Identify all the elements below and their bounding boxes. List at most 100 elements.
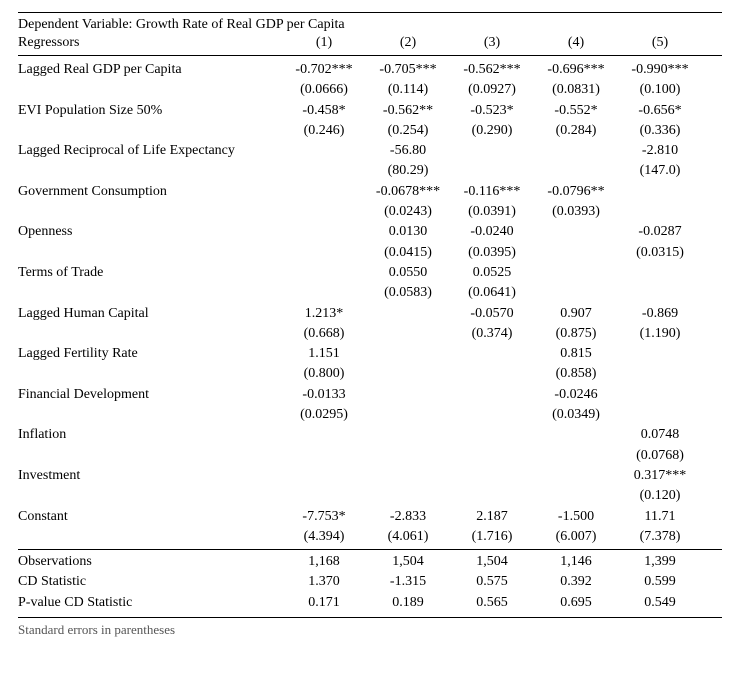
table-row-se: (0.120) — [18, 486, 722, 506]
cell: 0.549 — [618, 593, 702, 613]
cell: (80.29) — [366, 161, 450, 181]
cell — [282, 243, 366, 263]
table-row: Inflation0.0748 — [18, 425, 722, 445]
header-col-3: (3) — [450, 35, 534, 51]
cell: -0.0678*** — [366, 182, 450, 202]
cell — [618, 344, 702, 364]
cell — [618, 385, 702, 405]
cell: -0.702*** — [282, 60, 366, 80]
cell: 0.0550 — [366, 263, 450, 283]
cell — [534, 466, 618, 486]
cell: -1.500 — [534, 507, 618, 527]
row-label — [18, 405, 282, 425]
cell: (0.0641) — [450, 283, 534, 303]
cell — [366, 324, 450, 344]
cell: (0.0768) — [618, 446, 702, 466]
cell — [366, 304, 450, 324]
cell: 2.187 — [450, 507, 534, 527]
cell: (0.0395) — [450, 243, 534, 263]
header-col-5: (5) — [618, 35, 702, 51]
cell — [366, 486, 450, 506]
cell: (147.0) — [618, 161, 702, 181]
cell: 0.695 — [534, 593, 618, 613]
cell: -0.562*** — [450, 60, 534, 80]
row-label — [18, 161, 282, 181]
cell: -0.562** — [366, 101, 450, 121]
table-row: Lagged Real GDP per Capita-0.702***-0.70… — [18, 60, 722, 80]
cell: 1.370 — [282, 572, 366, 592]
cell: (1.716) — [450, 527, 534, 547]
cell: (0.0415) — [366, 243, 450, 263]
cell — [534, 161, 618, 181]
table-row: Lagged Reciprocal of Life Expectancy-56.… — [18, 141, 722, 161]
cell: -0.552* — [534, 101, 618, 121]
cell — [618, 364, 702, 384]
cell — [450, 486, 534, 506]
table-row: Openness0.0130-0.0240-0.0287 — [18, 222, 722, 242]
cell: (0.246) — [282, 121, 366, 141]
cell: 0.575 — [450, 572, 534, 592]
table-row: Financial Development-0.0133-0.0246 — [18, 385, 722, 405]
cell — [618, 182, 702, 202]
cell — [282, 446, 366, 466]
table-footer: Observations1,1681,5041,5041,1461,399CD … — [18, 552, 722, 618]
cell — [618, 202, 702, 222]
cell — [366, 385, 450, 405]
row-label — [18, 486, 282, 506]
cell: (0.0243) — [366, 202, 450, 222]
cell: (7.378) — [618, 527, 702, 547]
table-row-se: (0.246)(0.254)(0.290)(0.284)(0.336) — [18, 121, 722, 141]
cell — [534, 425, 618, 445]
cell — [282, 161, 366, 181]
row-label — [18, 243, 282, 263]
table-row: CD Statistic1.370-1.3150.5750.3920.599 — [18, 572, 722, 592]
cell: -7.753* — [282, 507, 366, 527]
cell: 0.599 — [618, 572, 702, 592]
cell — [450, 161, 534, 181]
cell: 0.0130 — [366, 222, 450, 242]
cell: (0.254) — [366, 121, 450, 141]
cell: (0.114) — [366, 80, 450, 100]
cell: (0.0295) — [282, 405, 366, 425]
row-label — [18, 446, 282, 466]
table-row-se: (80.29) (147.0) — [18, 161, 722, 181]
cell — [282, 283, 366, 303]
row-label: Investment — [18, 466, 282, 486]
table-row: Lagged Human Capital1.213*-0.05700.907-0… — [18, 304, 722, 324]
cell: 1,504 — [450, 552, 534, 572]
cell — [450, 141, 534, 161]
cell: -0.0570 — [450, 304, 534, 324]
cell — [450, 446, 534, 466]
cell: -0.869 — [618, 304, 702, 324]
cell: (0.0831) — [534, 80, 618, 100]
table-row-se: (4.394)(4.061)(1.716)(6.007)(7.378) — [18, 527, 722, 547]
row-label — [18, 80, 282, 100]
cell — [534, 446, 618, 466]
cell: 0.0748 — [618, 425, 702, 445]
cell: 1,504 — [366, 552, 450, 572]
cell: 1,146 — [534, 552, 618, 572]
cell — [366, 405, 450, 425]
table-row-se: (0.800)(0.858) — [18, 364, 722, 384]
table-row-se: (0.0295)(0.0349) — [18, 405, 722, 425]
cell: (1.190) — [618, 324, 702, 344]
row-label — [18, 324, 282, 344]
header-col-2: (2) — [366, 35, 450, 51]
row-label — [18, 202, 282, 222]
cell: 0.392 — [534, 572, 618, 592]
cell — [450, 466, 534, 486]
cell — [534, 141, 618, 161]
cell: -0.458* — [282, 101, 366, 121]
cell — [534, 486, 618, 506]
table-header-row: Regressors (1) (2) (3) (4) (5) — [18, 35, 722, 56]
cell: -2.810 — [618, 141, 702, 161]
cell: (0.0666) — [282, 80, 366, 100]
row-label: Lagged Fertility Rate — [18, 344, 282, 364]
cell: -0.523* — [450, 101, 534, 121]
cell: (0.0927) — [450, 80, 534, 100]
cell: (0.290) — [450, 121, 534, 141]
cell: -0.116*** — [450, 182, 534, 202]
cell — [618, 283, 702, 303]
cell: (0.0393) — [534, 202, 618, 222]
table-row-se: (0.668)(0.374)(0.875)(1.190) — [18, 324, 722, 344]
